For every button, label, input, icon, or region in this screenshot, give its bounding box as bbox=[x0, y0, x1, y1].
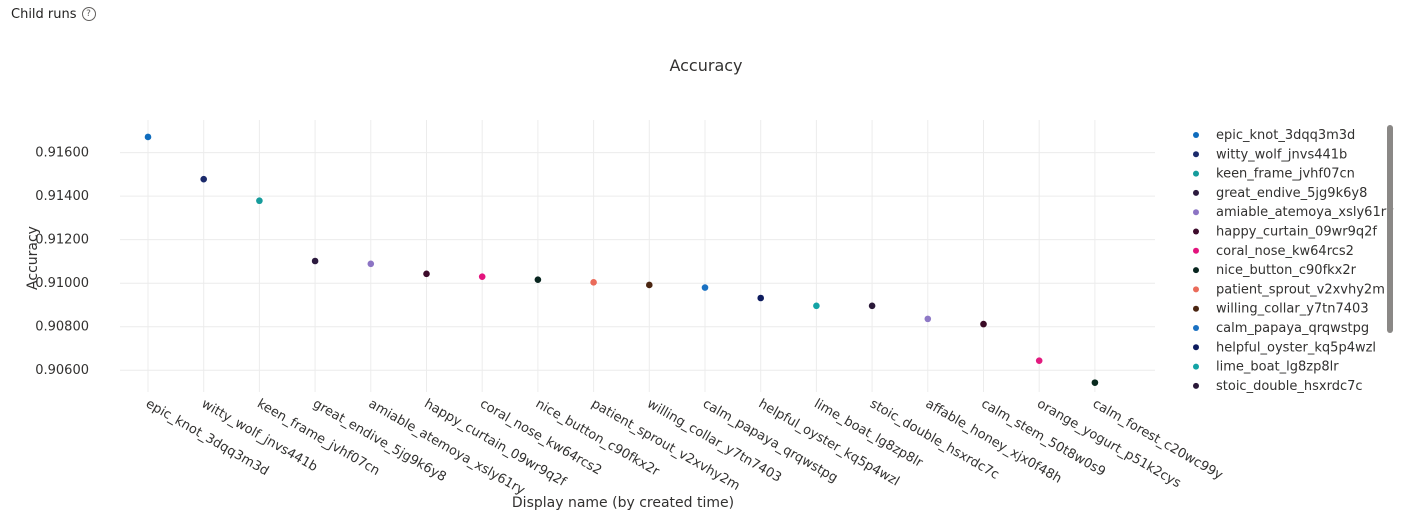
legend-marker bbox=[1193, 247, 1199, 254]
legend-scrollbar[interactable] bbox=[1387, 125, 1393, 333]
y-tick-label: 0.91000 bbox=[35, 276, 89, 291]
legend-item[interactable]: coral_nose_kw64rcs2 bbox=[1216, 244, 1354, 259]
legend-marker bbox=[1193, 344, 1199, 351]
legend-marker bbox=[1193, 325, 1199, 331]
legend-marker bbox=[1193, 132, 1199, 138]
x-axis-label: Display name (by created time) bbox=[512, 495, 734, 511]
legend-item[interactable]: amiable_atemoya_xsly61ry bbox=[1216, 205, 1394, 220]
data-point[interactable] bbox=[1035, 357, 1043, 364]
data-point[interactable] bbox=[144, 133, 152, 141]
legend-marker bbox=[1193, 189, 1199, 196]
data-point[interactable] bbox=[423, 270, 430, 278]
legend-marker bbox=[1193, 151, 1199, 158]
legend-item[interactable]: willing_collar_y7tn7403 bbox=[1216, 302, 1369, 317]
legend-item[interactable]: calm_papaya_qrqwstpg bbox=[1216, 321, 1369, 336]
y-tick-label: 0.91400 bbox=[35, 189, 89, 204]
y-tick-label: 0.90600 bbox=[35, 363, 89, 378]
legend-item[interactable]: helpful_oyster_kq5p4wzl bbox=[1216, 340, 1376, 355]
data-point[interactable] bbox=[478, 273, 486, 280]
help-icon[interactable]: ? bbox=[81, 7, 96, 21]
y-axis-label: Accuracy bbox=[25, 226, 41, 290]
data-point[interactable] bbox=[256, 197, 263, 205]
data-point[interactable] bbox=[367, 260, 375, 268]
legend-marker bbox=[1193, 170, 1199, 177]
data-point[interactable] bbox=[924, 315, 932, 323]
legend-item[interactable]: nice_button_c90fkx2r bbox=[1216, 263, 1357, 278]
legend-item[interactable]: stoic_double_hsxrdc7c bbox=[1216, 379, 1363, 394]
chart-title: Accuracy bbox=[669, 56, 742, 75]
legend-marker bbox=[1193, 382, 1199, 389]
legend-item[interactable]: lime_boat_lg8zp8lr bbox=[1216, 360, 1339, 375]
legend-item[interactable]: keen_frame_jvhf07cn bbox=[1216, 167, 1355, 182]
legend-marker bbox=[1193, 305, 1199, 312]
data-point[interactable] bbox=[590, 279, 597, 286]
data-point[interactable] bbox=[311, 257, 319, 265]
data-point[interactable] bbox=[980, 320, 987, 328]
legend-marker bbox=[1193, 209, 1199, 216]
data-point[interactable] bbox=[868, 302, 876, 310]
legend-item[interactable]: patient_sprout_v2xvhy2m bbox=[1216, 282, 1385, 297]
data-point[interactable] bbox=[757, 294, 764, 302]
data-point[interactable] bbox=[646, 281, 653, 289]
legend-marker bbox=[1193, 363, 1199, 370]
legend-marker bbox=[1193, 286, 1199, 293]
data-point[interactable] bbox=[701, 284, 709, 291]
data-point[interactable] bbox=[200, 175, 207, 183]
child-runs-title: Child runs bbox=[11, 6, 77, 22]
legend-item[interactable]: epic_knot_3dqq3m3d bbox=[1216, 128, 1355, 143]
child-runs-header: Child runs ? bbox=[11, 4, 96, 24]
legend-marker bbox=[1193, 267, 1199, 274]
legend-item[interactable]: witty_wolf_jnvs441b bbox=[1216, 147, 1347, 162]
data-point[interactable] bbox=[1091, 379, 1099, 386]
y-tick-label: 0.90800 bbox=[35, 320, 89, 335]
y-tick-label: 0.91600 bbox=[35, 146, 89, 161]
legend-marker bbox=[1193, 228, 1199, 235]
legend-item[interactable]: happy_curtain_09wr9q2f bbox=[1216, 225, 1377, 240]
data-point[interactable] bbox=[534, 276, 542, 284]
y-tick-label: 0.91200 bbox=[35, 233, 89, 248]
legend-item[interactable]: great_endive_5jg9k6y8 bbox=[1216, 186, 1367, 201]
data-point[interactable] bbox=[813, 302, 820, 310]
